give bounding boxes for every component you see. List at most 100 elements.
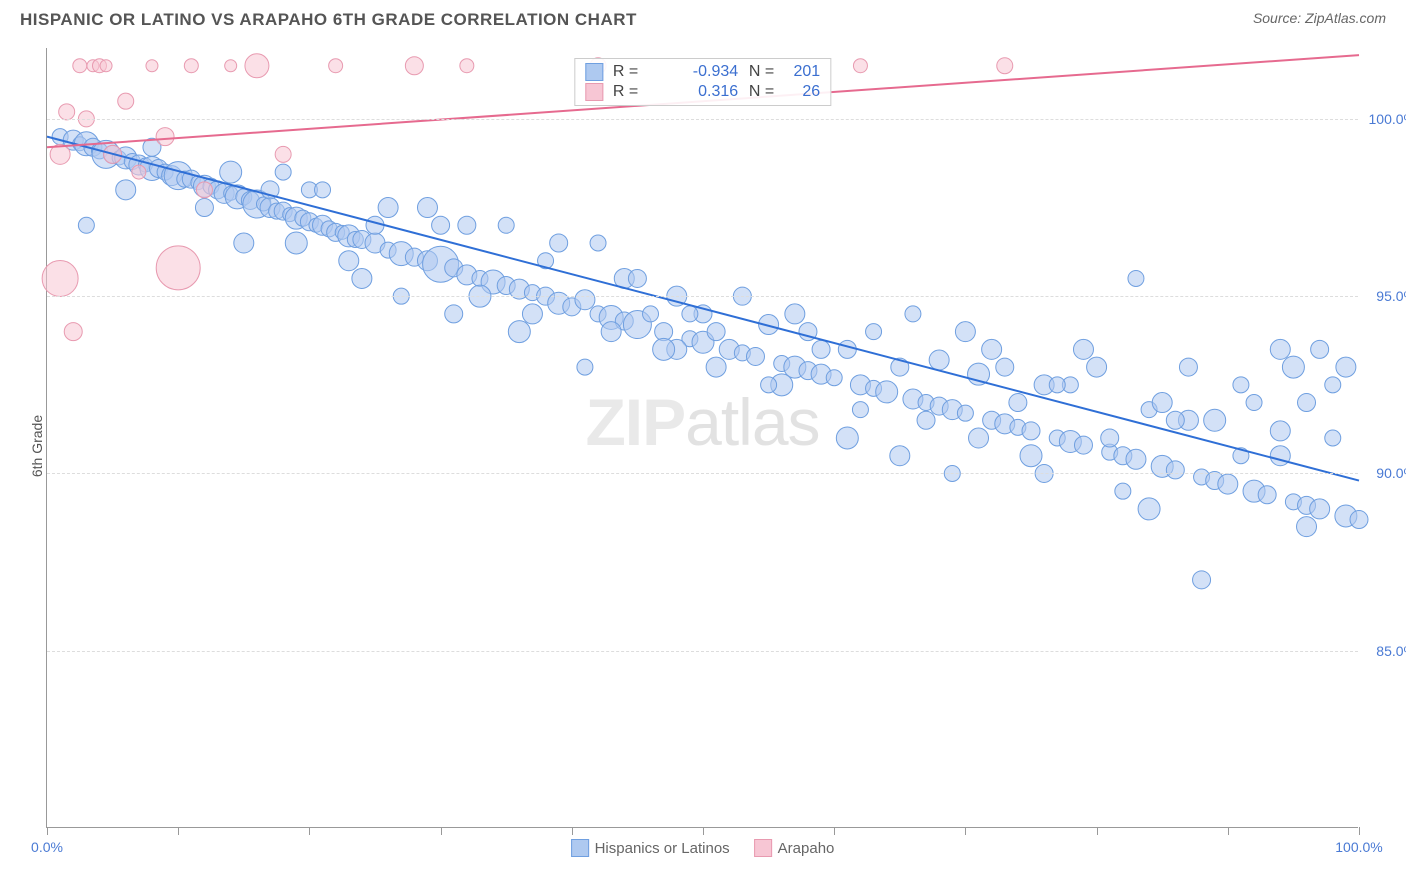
data-point — [746, 347, 764, 365]
data-point — [1311, 340, 1329, 358]
data-point — [132, 165, 146, 179]
data-point — [116, 180, 136, 200]
stats-swatch — [585, 83, 603, 101]
x-tick-label: 0.0% — [31, 839, 63, 855]
data-point — [929, 350, 949, 370]
data-point — [682, 306, 698, 322]
data-point — [225, 60, 237, 72]
data-point — [1022, 422, 1040, 440]
data-point — [785, 304, 805, 324]
stats-r-label: R = — [613, 63, 638, 81]
data-point — [550, 234, 568, 252]
legend: Hispanics or Latinos Arapaho — [571, 839, 835, 857]
y-tick-label: 100.0% — [1369, 111, 1406, 127]
y-axis-label: 6th Grade — [29, 415, 45, 477]
data-point — [957, 405, 973, 421]
data-point — [156, 246, 200, 290]
x-tick — [47, 827, 48, 835]
data-point — [838, 340, 856, 358]
x-tick — [834, 827, 835, 835]
data-point — [234, 233, 254, 253]
data-point — [866, 324, 882, 340]
data-point — [329, 59, 343, 73]
data-point — [1270, 339, 1290, 359]
data-point — [315, 182, 331, 198]
data-point — [628, 269, 646, 287]
data-point — [118, 93, 134, 109]
data-point — [1009, 394, 1027, 412]
data-point — [853, 59, 867, 73]
data-point — [1310, 499, 1330, 519]
data-point — [997, 58, 1013, 74]
legend-swatch — [571, 839, 589, 857]
legend-label: Hispanics or Latinos — [595, 840, 730, 857]
x-tick — [178, 827, 179, 835]
x-tick-label: 100.0% — [1335, 839, 1382, 855]
data-point — [460, 59, 474, 73]
data-point — [146, 60, 158, 72]
data-point — [417, 198, 437, 218]
gridline — [47, 296, 1358, 297]
data-point — [575, 290, 595, 310]
data-point — [1101, 429, 1119, 447]
data-point — [996, 358, 1014, 376]
data-point — [458, 216, 476, 234]
chart-plot-area: ZIPatlas R =-0.934N =201R =0.316N =26 Hi… — [46, 48, 1358, 828]
stats-n-value: 201 — [780, 63, 820, 81]
data-point — [405, 57, 423, 75]
data-point — [1166, 411, 1184, 429]
gridline — [47, 119, 1358, 120]
data-point — [42, 260, 78, 296]
data-point — [982, 339, 1002, 359]
data-point — [184, 59, 198, 73]
data-point — [156, 128, 174, 146]
data-point — [352, 268, 372, 288]
data-point — [707, 323, 725, 341]
data-point — [1126, 449, 1146, 469]
data-point — [706, 357, 726, 377]
data-point — [339, 251, 359, 271]
data-point — [100, 60, 112, 72]
stats-r-label: R = — [613, 83, 638, 101]
data-point — [1138, 498, 1160, 520]
data-point — [1049, 377, 1065, 393]
data-point — [876, 381, 898, 403]
y-tick-label: 95.0% — [1376, 288, 1406, 304]
data-point — [969, 428, 989, 448]
data-point — [378, 198, 398, 218]
data-point — [1298, 394, 1316, 412]
x-tick — [1097, 827, 1098, 835]
data-point — [1020, 445, 1042, 467]
legend-item: Hispanics or Latinos — [571, 839, 730, 857]
data-point — [508, 321, 530, 343]
data-point — [577, 359, 593, 375]
data-point — [1258, 486, 1276, 504]
stats-n-value: 26 — [780, 83, 820, 101]
y-tick-label: 85.0% — [1376, 643, 1406, 659]
stats-n-label: N = — [744, 83, 774, 101]
data-point — [73, 59, 87, 73]
data-point — [1297, 517, 1317, 537]
data-point — [1074, 436, 1092, 454]
data-point — [1325, 430, 1341, 446]
data-point — [1128, 270, 1144, 286]
data-point — [1166, 461, 1184, 479]
legend-item: Arapaho — [754, 839, 835, 857]
data-point — [195, 199, 213, 217]
stats-r-value: -0.934 — [678, 63, 738, 81]
data-point — [1336, 357, 1356, 377]
data-point — [917, 411, 935, 429]
data-point — [275, 164, 291, 180]
data-point — [220, 161, 242, 183]
x-tick — [441, 827, 442, 835]
source-attribution: Source: ZipAtlas.com — [1253, 10, 1386, 26]
data-point — [1350, 511, 1368, 529]
data-point — [1218, 474, 1238, 494]
correlation-stats-box: R =-0.934N =201R =0.316N =26 — [574, 58, 831, 106]
data-point — [955, 322, 975, 342]
data-point — [1282, 356, 1304, 378]
data-point — [445, 305, 463, 323]
data-point — [1179, 358, 1197, 376]
data-point — [1087, 357, 1107, 377]
data-point — [1073, 339, 1093, 359]
